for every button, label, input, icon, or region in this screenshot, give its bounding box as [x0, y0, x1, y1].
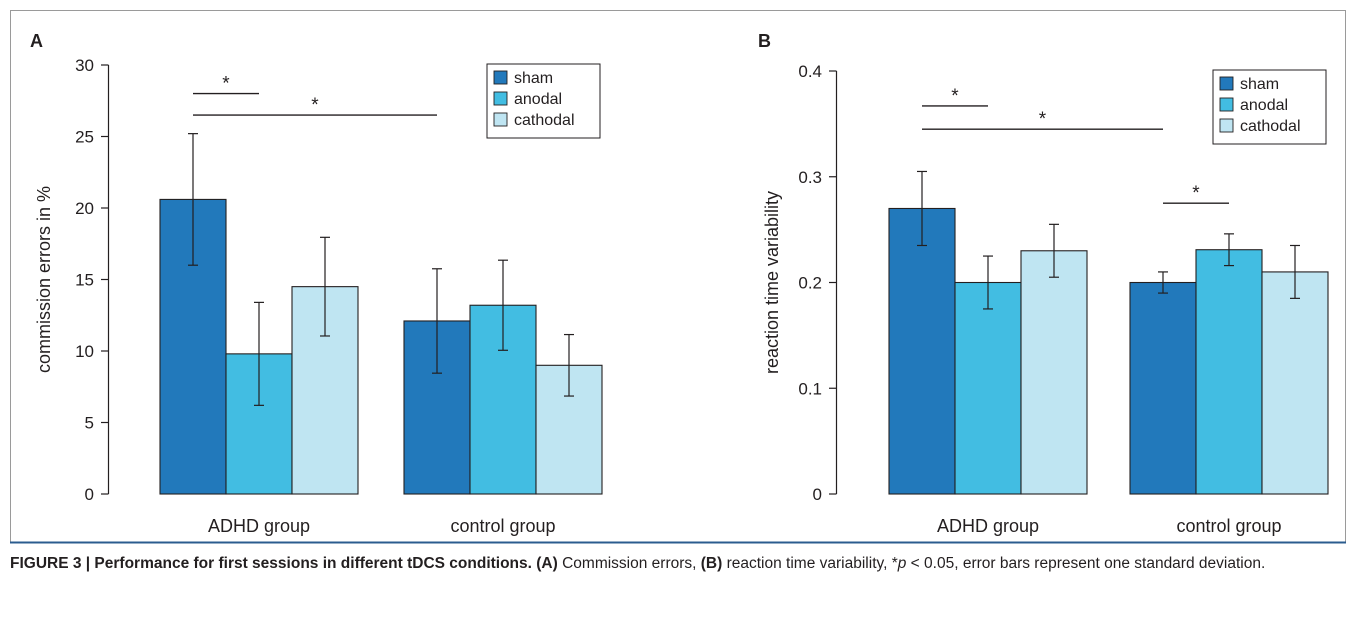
category-label: control group — [1176, 516, 1281, 536]
y-axis-title-b: reaction time variability — [762, 191, 782, 374]
legend-label-anodal: anodal — [1240, 97, 1288, 114]
category-label: control group — [450, 516, 555, 536]
legend-label-anodal: anodal — [514, 91, 562, 108]
y-tick-label: 25 — [75, 128, 94, 147]
bar-sham-adhd — [888, 207, 956, 495]
bar-anodal-adhd — [954, 281, 1022, 495]
bar-anodal-control — [1195, 249, 1263, 495]
chart-panel-b: B 0 0.1 0.2 0.3 0.4 reaction time variability A… — [758, 31, 1329, 536]
caption-part-a-label: (A) — [536, 555, 558, 572]
y-tick-label: 0.3 — [798, 168, 822, 187]
y-tick-label: 5 — [85, 414, 94, 433]
bar-cathodal-control — [1261, 271, 1329, 495]
legend-label-cathodal: cathodal — [1240, 118, 1301, 135]
legend-label-sham: sham — [514, 70, 553, 87]
legend-swatch-anodal — [493, 91, 508, 106]
legend-swatch-sham — [1219, 76, 1234, 91]
caption-figure-label: FIGURE 3 | Performance for first session… — [10, 555, 532, 572]
y-tick-label: 0.4 — [798, 62, 822, 81]
category-label: ADHD group — [937, 516, 1039, 536]
y-tick-label: 0.2 — [798, 274, 822, 293]
bar-sham-control — [1129, 281, 1197, 495]
panel-label-b: B — [758, 31, 771, 51]
caption-part-b-label: (B) — [700, 555, 723, 572]
caption-p-symbol: p — [897, 555, 907, 572]
legend-swatch-anodal — [1219, 97, 1234, 112]
chart-panel-a: A 0 5 10 15 20 25 30 commission errors in % ADHD … — [30, 31, 603, 536]
y-tick-label: 30 — [75, 56, 94, 75]
category-label: ADHD group — [208, 516, 310, 536]
caption-part-a-text: Commission errors, — [557, 555, 701, 572]
y-axis-title-a: commission errors in % — [34, 186, 54, 373]
legend-swatch-cathodal — [1219, 118, 1234, 133]
y-tick-label: 15 — [75, 271, 94, 290]
bar-cathodal-adhd — [1020, 250, 1088, 495]
y-tick-label: 0 — [813, 485, 822, 504]
panel-label-a: A — [30, 31, 43, 51]
significance-star: * — [1192, 183, 1200, 204]
significance-star: * — [222, 74, 230, 95]
caption-p-rest: < 0.05, error bars represent one standar… — [906, 555, 1266, 572]
legend-label-cathodal: cathodal — [514, 112, 575, 129]
legend-label-sham: sham — [1240, 76, 1279, 93]
significance-star: * — [311, 95, 319, 116]
y-tick-label: 0 — [85, 485, 94, 504]
caption-part-b-text: reaction time variability, * — [722, 555, 898, 572]
y-tick-label: 0.1 — [798, 379, 822, 398]
y-tick-label: 20 — [75, 199, 94, 218]
legend-swatch-sham — [493, 70, 508, 85]
significance-star: * — [951, 86, 959, 107]
figure-caption: FIGURE 3 | Performance for first session… — [10, 553, 1345, 575]
significance-star: * — [1039, 109, 1047, 130]
legend-swatch-cathodal — [493, 112, 508, 127]
y-tick-label: 10 — [75, 342, 94, 361]
